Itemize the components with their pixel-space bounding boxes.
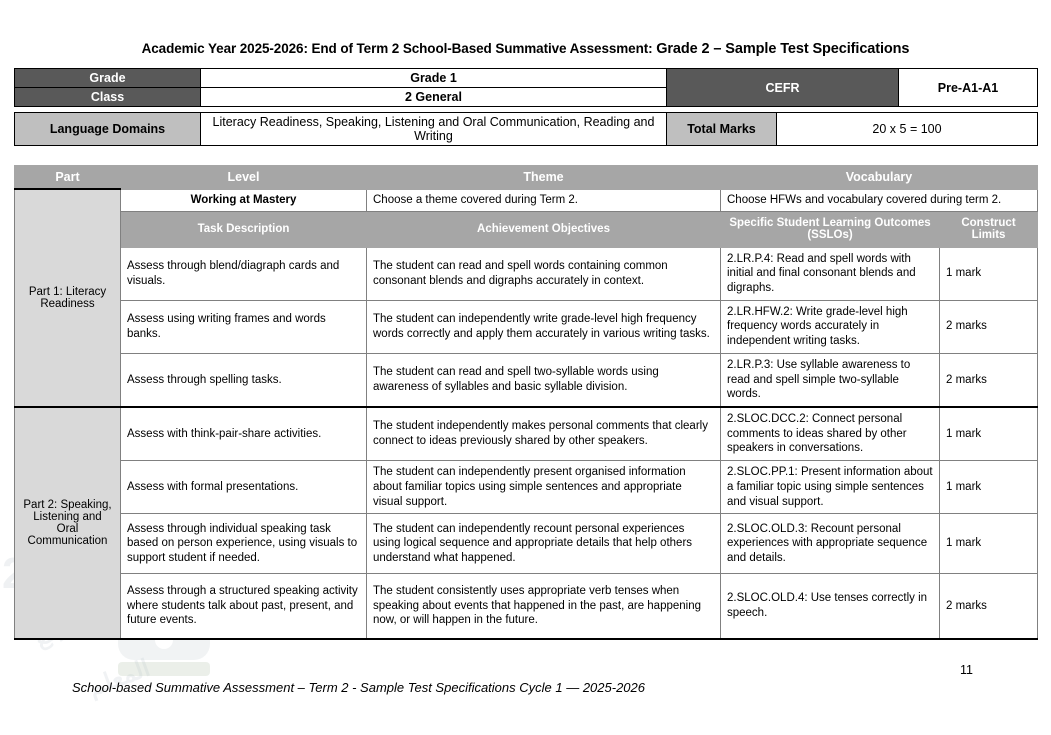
domains-marks-table: Language Domains Literacy Readiness, Spe… [14,112,1038,146]
col-header-part: Part [14,165,121,190]
class-row: Class 2 General [14,87,1038,107]
col-header-achievement-objectives: Achievement Objectives [366,210,721,248]
sslo: 2.LR.P.3: Use syllable awareness to read… [720,352,940,408]
task-description: Assess through blend/diagraph cards and … [120,246,367,301]
page-number: 11 [960,663,973,677]
construct-limit: 2 marks [939,352,1038,408]
cefr-label: CEFR [666,68,899,107]
table-row: Assess using writing frames and words ba… [15,299,1038,354]
col-header-level: Level [120,165,367,190]
task-description: Assess through spelling tasks. [120,352,367,408]
mastery-vocabulary: Choose HFWs and vocabulary covered durin… [720,188,1038,212]
task-description: Assess through individual speaking task … [120,513,367,575]
construct-limit: 1 mark [939,246,1038,301]
col-header-sslo: Specific Student Learning Outcomes (SSLO… [720,210,940,248]
grade-row: Grade Grade 1 CEFR Pre-A1-A1 [14,68,1038,107]
part-label-2: Part 2: Speaking, Listening and Oral Com… [14,405,121,640]
mastery-level: Working at Mastery [120,188,367,212]
grade-label: Grade [14,68,201,88]
page-title-lead: Academic Year 2025-2026: End of Term 2 S… [141,41,657,56]
grade-value: Grade 1 [200,68,667,88]
construct-limit: 2 marks [939,299,1038,354]
language-domains-row: Language Domains Literacy Readiness, Spe… [14,112,1038,146]
sslo: 2.LR.HFW.2: Write grade-level high frequ… [720,299,940,354]
class-label: Class [14,87,201,107]
col-header-construct-limits: Construct Limits [939,210,1038,248]
total-marks-label: Total Marks [666,112,777,146]
grade-class-cefr-table: Grade Grade 1 CEFR Pre-A1-A1 Class 2 Gen… [14,68,1038,107]
achievement-objective: The student consistently uses appropriat… [366,573,721,640]
construct-limit: 1 mark [939,460,1038,515]
test-specifications-table: Part Level Theme Vocabulary Part 1: Lite… [14,165,1038,640]
language-domains-label: Language Domains [14,112,201,146]
sslo: 2.LR.P.4: Read and spell words with init… [720,246,940,301]
col-header-task-description: Task Description [120,210,367,248]
construct-limit: 1 mark [939,406,1038,462]
achievement-objective: The student independently makes personal… [366,406,721,462]
sslo: 2.SLOC.PP.1: Present information about a… [720,460,940,515]
table-row: Assess with formal presentations. The st… [15,460,1038,515]
achievement-objective: The student can read and spell two-sylla… [366,352,721,408]
spec-subheader-row: Task Description Achievement Objectives … [15,210,1038,248]
mastery-theme: Choose a theme covered during Term 2. [366,188,721,212]
mastery-row: Part 1: Literacy Readiness Working at Ma… [14,188,1038,408]
task-description: Assess through a structured speaking act… [120,573,367,640]
col-header-theme: Theme [366,165,721,190]
class-value: 2 General [200,87,667,107]
table-row: Assess through individual speaking task … [15,513,1038,575]
task-description: Assess using writing frames and words ba… [120,299,367,354]
table-row: Assess through blend/diagraph cards and … [15,246,1038,301]
footer-text: School-based Summative Assessment – Term… [72,680,645,695]
achievement-objective: The student can read and spell words con… [366,246,721,301]
table-row: Assess through a structured speaking act… [15,573,1038,640]
total-marks-value: 20 x 5 = 100 [776,112,1038,146]
col-header-vocabulary: Vocabulary [720,165,1038,190]
achievement-objective: The student can independently recount pe… [366,513,721,575]
construct-limit: 2 marks [939,573,1038,640]
page-title: Academic Year 2025-2026: End of Term 2 S… [0,41,1051,57]
table-row: Assess through spelling tasks. The stude… [15,352,1038,408]
sslo: 2.SLOC.OLD.4: Use tenses correctly in sp… [720,573,940,640]
task-description: Assess with think-pair-share activities. [120,406,367,462]
table-row: Part 2: Speaking, Listening and Oral Com… [14,405,1038,640]
part-label-1: Part 1: Literacy Readiness [14,188,121,408]
sslo: 2.SLOC.OLD.3: Recount personal experienc… [720,513,940,575]
language-domains-value: Literacy Readiness, Speaking, Listening … [200,112,667,146]
cefr-value: Pre-A1-A1 [898,68,1038,107]
task-description: Assess with formal presentations. [120,460,367,515]
spec-header-row: Part Level Theme Vocabulary [14,165,1038,190]
sslo: 2.SLOC.DCC.2: Connect personal comments … [720,406,940,462]
achievement-objective: The student can independently present or… [366,460,721,515]
page-title-strong: Grade 2 – Sample Test Specifications [656,41,910,57]
achievement-objective: The student can independently write grad… [366,299,721,354]
construct-limit: 1 mark [939,513,1038,575]
